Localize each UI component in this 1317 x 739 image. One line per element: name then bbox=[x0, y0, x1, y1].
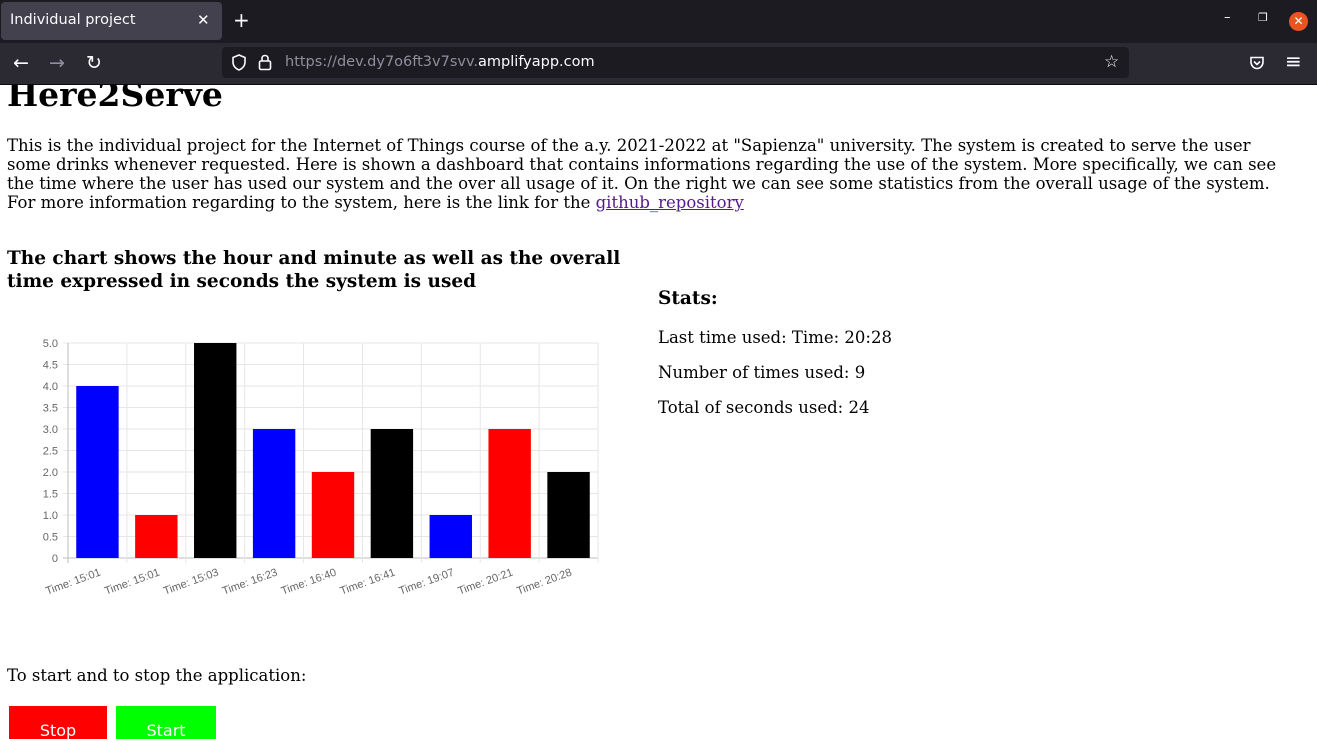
start-button[interactable]: Start bbox=[116, 706, 216, 739]
start-button-label: Start bbox=[146, 721, 186, 739]
y-tick-label: 3.5 bbox=[43, 403, 58, 415]
x-tick-label: Time: 15:03 bbox=[162, 567, 220, 598]
chart-heading: The chart shows the hour and minute as w… bbox=[7, 248, 621, 292]
y-tick-label: 1.5 bbox=[43, 489, 58, 501]
chart-bar bbox=[135, 515, 178, 558]
bookmark-star-icon[interactable]: ☆ bbox=[1104, 52, 1120, 72]
x-tick-label: Time: 16:40 bbox=[280, 567, 338, 598]
back-button[interactable]: ← bbox=[13, 52, 29, 74]
page-content: Here2Serve This is the individual projec… bbox=[0, 85, 1317, 739]
url-text[interactable]: https://dev.dy7o6ft3v7svv.amplifyapp.com bbox=[285, 54, 595, 70]
page-title: Here2Serve bbox=[7, 85, 223, 114]
y-tick-label: 4.5 bbox=[43, 360, 58, 372]
github-repository-link[interactable]: github_repository bbox=[595, 193, 744, 212]
y-tick-label: 4.0 bbox=[43, 381, 58, 393]
tab-close-icon[interactable]: ✕ bbox=[197, 11, 210, 29]
y-tick-label: 2.5 bbox=[43, 446, 58, 458]
y-tick-label: 2.0 bbox=[43, 467, 58, 479]
x-tick-label: Time: 16:41 bbox=[339, 567, 397, 598]
minimize-window-button[interactable]: – bbox=[1224, 10, 1231, 25]
stop-button[interactable]: Stop bbox=[9, 706, 107, 739]
chart-bar bbox=[547, 472, 590, 558]
y-tick-label: 1.0 bbox=[43, 510, 58, 522]
y-tick-label: 0 bbox=[52, 553, 58, 565]
browser-tab[interactable]: Individual project ✕ bbox=[1, 2, 222, 40]
x-tick-label: Time: 19:07 bbox=[397, 567, 455, 598]
usage-bar-chart: 5.0 4.5 4.0 3.5 3.0 2.5 2.0 1.5 1.0 0.5 0 Time: 15:… bbox=[43, 338, 599, 598]
url-prefix: https://dev.dy7o6ft3v7svv. bbox=[285, 54, 479, 70]
browser-tab-bar: Individual project ✕ + – ❐ ✕ bbox=[0, 0, 1317, 43]
x-tick-label: Time: 15:01 bbox=[44, 567, 102, 598]
new-tab-button[interactable]: + bbox=[233, 8, 250, 32]
chart-bar bbox=[429, 515, 472, 558]
chart-bar bbox=[194, 343, 237, 558]
forward-button[interactable]: → bbox=[49, 52, 65, 74]
app-menu-icon[interactable]: ≡ bbox=[1285, 49, 1302, 73]
chart-bar bbox=[488, 429, 531, 558]
x-tick-label: Time: 15:01 bbox=[103, 567, 161, 598]
chart-bar bbox=[311, 472, 355, 558]
stats-heading: Stats: bbox=[658, 288, 718, 309]
y-tick-label: 5.0 bbox=[43, 338, 58, 350]
x-tick-label: Time: 16:23 bbox=[221, 567, 279, 598]
chart-bar bbox=[370, 429, 414, 558]
x-tick-label: Time: 20:21 bbox=[456, 567, 514, 598]
intro-paragraph: This is the individual project for the I… bbox=[7, 136, 1287, 212]
stat-times-used: Number of times used: 9 bbox=[658, 363, 866, 382]
control-instructions: To start and to stop the application: bbox=[7, 666, 307, 685]
y-tick-label: 3.0 bbox=[43, 424, 58, 436]
x-tick-label: Time: 20:28 bbox=[515, 567, 573, 598]
tab-title: Individual project bbox=[10, 12, 136, 28]
stop-button-label: Stop bbox=[39, 721, 77, 739]
chart-bar bbox=[252, 429, 296, 558]
url-host: amplifyapp.com bbox=[478, 54, 595, 70]
stat-last-used: Last time used: Time: 20:28 bbox=[658, 328, 892, 347]
browser-toolbar: ← → ↻ https://dev.dy7o6ft3v7svv.amplifya… bbox=[0, 43, 1317, 85]
pocket-icon[interactable] bbox=[1249, 55, 1265, 71]
y-tick-label: 0.5 bbox=[43, 532, 58, 544]
lock-icon[interactable] bbox=[258, 54, 272, 71]
shield-icon[interactable] bbox=[231, 54, 247, 71]
maximize-window-button[interactable]: ❐ bbox=[1258, 11, 1268, 24]
reload-button[interactable]: ↻ bbox=[86, 52, 102, 74]
intro-text: This is the individual project for the I… bbox=[7, 136, 1277, 212]
stat-total-seconds: Total of seconds used: 24 bbox=[658, 398, 870, 417]
close-window-button[interactable]: ✕ bbox=[1289, 12, 1308, 31]
address-bar[interactable]: https://dev.dy7o6ft3v7svv.amplifyapp.com… bbox=[222, 47, 1129, 78]
chart-bar bbox=[76, 386, 119, 558]
